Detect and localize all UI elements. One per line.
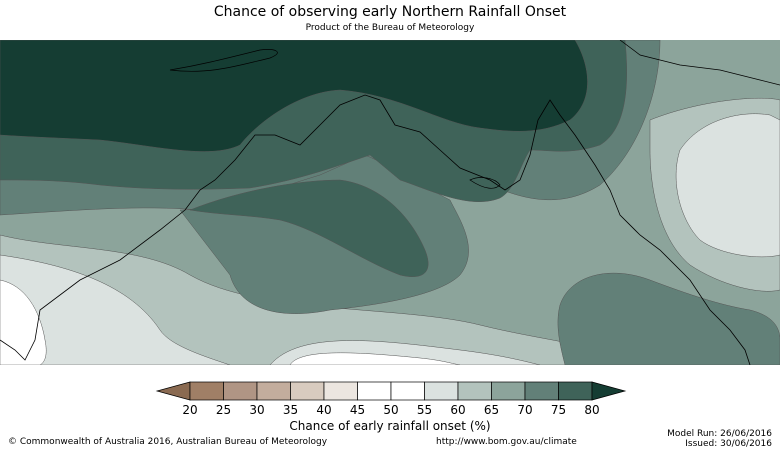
band-50-55-south — [289, 352, 461, 365]
colorbar-swatch — [223, 381, 258, 401]
run-info: Model Run: 26/06/2016 Issued: 30/06/2016 — [667, 429, 772, 449]
colorbar-extend-high — [591, 381, 627, 401]
map-svg — [0, 40, 780, 365]
issued-text: Issued: 30/06/2016 — [685, 439, 772, 449]
colorbar-swatch — [424, 381, 459, 401]
colorbar-extend-low — [155, 381, 191, 401]
colorbar-swatch — [558, 381, 593, 401]
copyright-text: © Commonwealth of Australia 2016, Austra… — [8, 437, 328, 447]
colorbar-tick-label: 65 — [484, 403, 499, 417]
colorbar: 20 25 30 35 40 45 50 55 60 65 70 75 80 — [0, 380, 780, 420]
colorbar-swatch — [457, 381, 492, 401]
colorbar-swatch — [357, 381, 392, 401]
colorbar-label: Chance of early rainfall onset (%) — [289, 419, 491, 433]
colorbar-tick-label: 60 — [450, 403, 465, 417]
colorbar-swatch — [323, 381, 358, 401]
colorbar-tick-label: 35 — [283, 403, 298, 417]
colorbar-tick-label: 20 — [182, 403, 197, 417]
band-65-70-ne — [740, 40, 780, 50]
colorbar-swatch — [189, 381, 224, 401]
map-subtitle: Product of the Bureau of Meteorology — [305, 23, 475, 33]
colorbar-swatch — [390, 381, 425, 401]
colorbar-tick-label: 40 — [316, 403, 331, 417]
colorbar-tick-label: 55 — [417, 403, 432, 417]
band-75-80-mid — [189, 179, 429, 277]
colorbar-swatch — [256, 381, 291, 401]
colorbar-svg: 20 25 30 35 40 45 50 55 60 65 70 75 80 — [155, 381, 627, 417]
colorbar-tick-label: 25 — [216, 403, 231, 417]
band-ge-80 — [0, 40, 588, 152]
timor-outline — [169, 49, 278, 72]
colorbar-swatch — [524, 381, 559, 401]
colorbar-tick-label: 70 — [517, 403, 532, 417]
colorbar-tick-label: 30 — [249, 403, 264, 417]
png-coastline — [619, 40, 780, 86]
model-run-text: Model Run: 26/06/2016 — [667, 429, 772, 439]
colorbar-tick-label: 50 — [383, 403, 398, 417]
colorbar-swatch — [290, 381, 325, 401]
source-url[interactable]: http://www.bom.gov.au/climate — [436, 437, 577, 447]
map-title: Chance of observing early Northern Rainf… — [213, 4, 567, 20]
colorbar-tick-label: 45 — [350, 403, 365, 417]
colorbar-tick-label: 75 — [551, 403, 566, 417]
band-70-75-se — [557, 272, 780, 365]
band-50-55 — [0, 279, 47, 365]
colorbar-swatch — [491, 381, 526, 401]
rainfall-onset-map — [0, 40, 780, 365]
colorbar-tick-label: 80 — [584, 403, 599, 417]
coastline — [0, 94, 751, 365]
band-55-60-east — [675, 113, 780, 258]
island-outline — [469, 177, 501, 189]
band-55-60 — [0, 254, 231, 365]
